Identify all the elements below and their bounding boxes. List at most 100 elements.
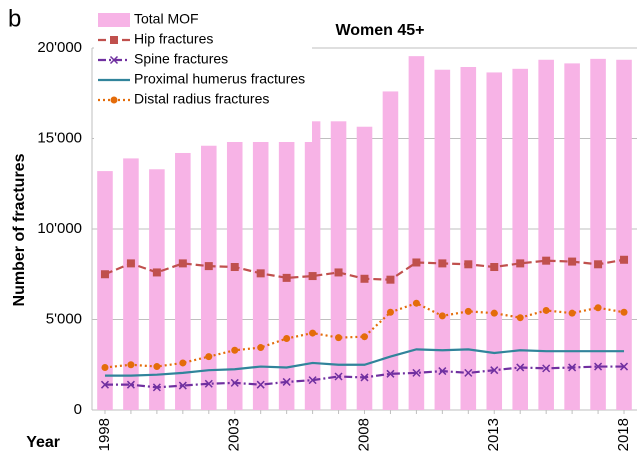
marker <box>204 262 213 271</box>
marker <box>308 376 317 385</box>
x-axis-label: Year <box>26 434 60 451</box>
marker <box>205 353 213 361</box>
marker <box>100 270 109 279</box>
legend-label: Hip fractures <box>134 31 213 47</box>
y-tick-label: 0 <box>74 401 82 418</box>
marker <box>230 378 239 387</box>
bar <box>201 145 217 411</box>
x-tick-label: 2003 <box>226 418 243 451</box>
legend-label: Proximal humerus fractures <box>134 71 305 87</box>
marker <box>110 96 118 104</box>
marker <box>542 306 550 314</box>
bar <box>149 169 165 410</box>
marker <box>620 308 628 316</box>
marker <box>334 268 343 277</box>
marker <box>127 361 135 369</box>
x-tick-label: 2018 <box>615 418 632 451</box>
marker <box>282 273 291 282</box>
marker <box>516 363 525 372</box>
marker <box>594 260 603 269</box>
x-tick-label: 2013 <box>485 418 502 451</box>
legend-label: Distal radius fractures <box>134 91 269 107</box>
marker <box>152 383 161 392</box>
marker <box>204 379 213 388</box>
marker <box>308 272 317 281</box>
marker <box>568 363 577 372</box>
marker <box>464 260 473 269</box>
chart-title: Women 45+ <box>335 22 424 39</box>
marker <box>620 255 629 264</box>
marker <box>153 363 161 371</box>
marker <box>126 259 135 268</box>
marker <box>542 364 551 373</box>
x-tick-label: 1998 <box>96 418 113 451</box>
marker <box>619 362 629 371</box>
bar <box>564 63 580 410</box>
marker <box>335 334 343 342</box>
bar <box>123 158 139 410</box>
bar <box>330 121 347 411</box>
marker <box>178 381 187 390</box>
marker <box>256 380 265 389</box>
y-tick-label: 20'000 <box>37 39 82 56</box>
x-tick-label: 2008 <box>355 418 372 451</box>
bar <box>616 59 632 410</box>
marker <box>412 299 420 307</box>
y-tick-label: 10'000 <box>37 220 82 237</box>
marker <box>109 55 119 65</box>
legend: Total MOF Hip fractures Spine fractures Pro… <box>94 8 312 142</box>
marker <box>490 309 498 317</box>
marker <box>257 344 265 352</box>
bar <box>226 138 243 410</box>
marker <box>386 308 394 316</box>
marker <box>101 363 109 371</box>
bar <box>408 56 425 411</box>
marker <box>516 259 525 268</box>
bar <box>97 171 113 410</box>
marker <box>516 314 524 322</box>
marker <box>464 307 472 315</box>
marker <box>152 268 161 277</box>
marker <box>438 367 447 376</box>
bar <box>460 67 477 410</box>
line <box>104 348 625 377</box>
marker <box>568 257 577 266</box>
marker <box>334 372 343 381</box>
marker <box>282 377 291 386</box>
marker <box>568 309 576 317</box>
marker <box>309 329 317 337</box>
legend-label: Total MOF <box>134 11 199 27</box>
marker <box>361 333 368 341</box>
marker <box>464 368 473 377</box>
bar <box>486 72 503 410</box>
bar <box>512 68 528 410</box>
marker <box>256 269 265 278</box>
marker <box>594 304 602 312</box>
legend-label: Spine fractures <box>134 51 228 67</box>
marker <box>412 258 421 267</box>
marker <box>360 274 369 283</box>
panel-label: b <box>8 5 21 32</box>
marker <box>231 346 239 354</box>
marker <box>594 362 603 371</box>
legend-swatch <box>98 13 130 27</box>
marker <box>126 380 135 389</box>
marker <box>179 359 187 367</box>
marker <box>386 369 395 378</box>
bar <box>304 121 321 411</box>
legend-box <box>94 8 312 142</box>
marker <box>438 259 447 268</box>
marker <box>230 263 239 272</box>
bar <box>356 126 373 411</box>
marker <box>386 275 395 284</box>
bar <box>175 152 191 411</box>
y-tick-label: 15'000 <box>37 129 82 146</box>
marker <box>178 259 187 268</box>
bar <box>382 91 399 410</box>
bar <box>434 69 451 410</box>
marker <box>490 366 499 375</box>
marker <box>110 36 118 44</box>
marker <box>283 335 291 343</box>
